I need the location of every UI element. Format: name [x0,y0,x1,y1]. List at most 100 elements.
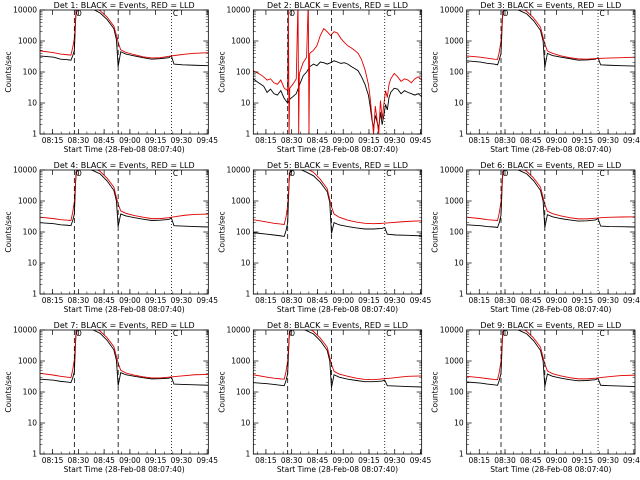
y-axis-label: Counts/sec [4,211,13,252]
marker-o: O [503,169,509,178]
y-axis-label: Counts/sec [217,211,226,252]
y-axis-label: Counts/sec [217,51,226,92]
x-tick-label: 09:30 [171,296,193,305]
plot-frame [466,169,636,295]
x-axis-label: Start Time (28-Feb-08 08:07:40) [64,465,185,474]
marker-o: O [289,329,295,338]
x-axis-label: Start Time (28-Feb-08 08:07:40) [277,465,398,474]
y-tick-label: 1 [246,290,251,299]
y-tick-label: 10 [27,99,37,108]
y-tick-label: 100 [23,388,38,397]
y-tick-label: 1000 [445,357,464,366]
x-tick-label: 09:45 [410,296,432,305]
x-tick-label: 09:00 [546,456,568,465]
y-tick-label: 10000 [440,166,464,175]
x-tick-label: 09:30 [597,296,619,305]
marker-o: O [76,9,82,18]
plot-frame [252,9,423,135]
x-tick-label: 08:45 [520,136,542,145]
y-tick-label: 1000 [445,197,464,206]
y-tick-label: 1000 [445,37,464,46]
x-axis-label: Start Time (28-Feb-08 08:07:40) [64,145,185,154]
y-axis-label: Counts/sec [431,371,440,412]
x-tick-label: 08:45 [520,456,542,465]
x-tick-label: 08:15 [468,296,490,305]
x-tick-label: 09:00 [332,296,354,305]
marker-o: O [289,9,295,18]
panel-title: Det 6: BLACK = Events, RED = LLD [480,161,621,170]
plot-frame [39,329,209,455]
y-tick-label: 100 [449,228,464,237]
y-tick-label: 10000 [440,326,464,335]
panel-det-7: O C 1 10 100 1000 10000 08:15 08:30 08:45 09:00 09:… [4,321,218,474]
y-tick-label: 100 [236,68,251,77]
x-tick-label: 08:30 [494,136,516,145]
y-tick-label: 1 [459,450,464,459]
x-tick-label: 08:30 [281,456,303,465]
series-line-lld [466,330,635,381]
x-tick-label: 08:45 [307,136,329,145]
y-tick-label: 10 [454,99,464,108]
marker-c: C [600,9,605,18]
series-line-events [253,60,422,129]
x-axis-label: Start Time (28-Feb-08 08:07:40) [277,305,398,314]
x-axis-label: Start Time (28-Feb-08 08:07:40) [490,465,611,474]
panel-det-8: O C 1 10 100 1000 10000 08:15 08:30 08:45 09:00 09:… [217,321,431,474]
y-tick-label: 10 [27,419,37,428]
x-tick-label: 08:30 [68,456,90,465]
y-tick-label: 10000 [226,6,250,15]
y-axis-label: Counts/sec [431,211,440,252]
marker-o: O [76,169,82,178]
marker-o: O [503,329,509,338]
x-tick-label: 09:15 [358,456,380,465]
series-line-lld [40,330,209,379]
x-tick-label: 09:30 [171,456,193,465]
marker-c: C [173,169,178,178]
marker-c: C [600,169,605,178]
series-line-events [40,170,209,228]
series-line-events [40,330,209,386]
x-tick-label: 08:30 [281,136,303,145]
x-tick-label: 09:45 [623,456,640,465]
y-tick-label: 10000 [13,326,37,335]
marker-o: O [503,9,509,18]
x-tick-label: 09:15 [145,456,167,465]
x-tick-label: 08:30 [281,296,303,305]
x-tick-label: 09:00 [119,296,141,305]
panel-title: Det 3: BLACK = Events, RED = LLD [480,1,621,10]
x-tick-label: 09:45 [410,136,432,145]
y-tick-label: 1 [32,290,37,299]
x-tick-label: 08:45 [93,456,115,465]
y-tick-label: 1000 [18,197,37,206]
x-tick-label: 09:30 [171,136,193,145]
series-line-lld [466,10,635,60]
y-tick-label: 1 [246,130,251,139]
x-tick-label: 08:15 [255,296,277,305]
series-line-events [253,330,422,388]
panel-title: Det 4: BLACK = Events, RED = LLD [54,161,195,170]
panel-title: Det 1: BLACK = Events, RED = LLD [54,1,195,10]
x-tick-label: 09:45 [196,296,218,305]
x-tick-label: 09:45 [623,296,640,305]
panel-det-2: O C 1 10 100 1000 10000 08:15 08:30 08:45 09:00 09:… [217,1,431,154]
x-tick-label: 09:30 [384,296,406,305]
series-line-lld [40,10,209,59]
series-line-events [40,10,209,67]
marker-c: C [173,329,178,338]
x-tick-label: 09:00 [546,136,568,145]
x-axis-label: Start Time (28-Feb-08 08:07:40) [277,145,398,154]
x-axis-label: Start Time (28-Feb-08 08:07:40) [490,305,611,314]
series-line-lld [253,170,422,225]
plot-frame [252,329,423,455]
x-tick-label: 08:45 [520,296,542,305]
x-tick-label: 08:30 [494,296,516,305]
y-tick-label: 1000 [231,357,250,366]
x-tick-label: 09:30 [597,456,619,465]
marker-o: O [289,169,295,178]
y-tick-label: 10000 [226,166,250,175]
y-tick-label: 1 [32,130,37,139]
series-line-events [253,170,422,237]
